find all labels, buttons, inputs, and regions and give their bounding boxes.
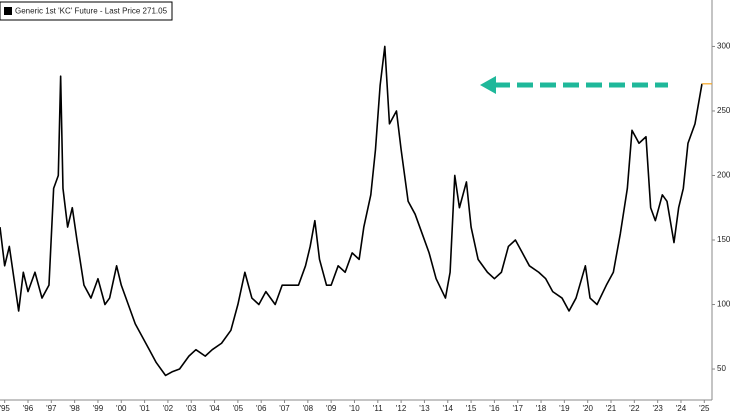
y-tick-label: 100: [717, 300, 731, 309]
x-tick-label: '25: [699, 404, 710, 413]
arrow-head: [480, 76, 496, 94]
legend: Generic 1st 'KC' Future - Last Price 271…: [0, 1, 173, 21]
x-tick-label: '15: [466, 404, 477, 413]
x-tick-label: '95: [0, 404, 10, 413]
y-tick-label: 250: [717, 106, 731, 115]
legend-label: Generic 1st 'KC' Future - Last Price 271…: [15, 7, 168, 16]
x-tick-label: '22: [629, 404, 640, 413]
y-tick-label: 300: [717, 42, 731, 51]
x-tick-label: '21: [606, 404, 617, 413]
x-tick-label: '20: [582, 404, 593, 413]
arrow-annotation: [480, 76, 668, 94]
x-tick-label: '19: [559, 404, 570, 413]
y-tick-label: 150: [717, 235, 731, 244]
x-tick-label: '14: [443, 404, 454, 413]
legend-box: [0, 1, 173, 21]
x-tick-label: '03: [186, 404, 197, 413]
x-tick-label: '17: [513, 404, 524, 413]
x-tick-label: '10: [349, 404, 360, 413]
x-tick-label: '09: [326, 404, 337, 413]
x-tick-label: '23: [652, 404, 663, 413]
price-line: [0, 45, 703, 377]
x-tick-label: '97: [46, 404, 57, 413]
x-tick-label: '05: [233, 404, 244, 413]
x-tick-label: '02: [163, 404, 174, 413]
x-tick-label: '98: [69, 404, 80, 413]
x-tick-label: '24: [676, 404, 687, 413]
legend-swatch: [4, 7, 12, 15]
x-tick-label: '07: [279, 404, 290, 413]
x-tick-label: '06: [256, 404, 267, 413]
x-tick-label: '11: [373, 404, 383, 413]
x-tick-label: '01: [139, 404, 150, 413]
x-tick-label: '00: [116, 404, 127, 413]
x-tick-label: '04: [209, 404, 220, 413]
y-tick-label: 50: [717, 364, 726, 373]
x-tick-label: '99: [93, 404, 104, 413]
x-tick-label: '12: [396, 404, 407, 413]
x-tick-label: '18: [536, 404, 547, 413]
y-tick-label: 200: [717, 171, 731, 180]
x-tick-label: '16: [489, 404, 500, 413]
x-tick-label: '13: [419, 404, 430, 413]
x-tick-label: '08: [303, 404, 314, 413]
x-tick-label: '96: [23, 404, 34, 413]
